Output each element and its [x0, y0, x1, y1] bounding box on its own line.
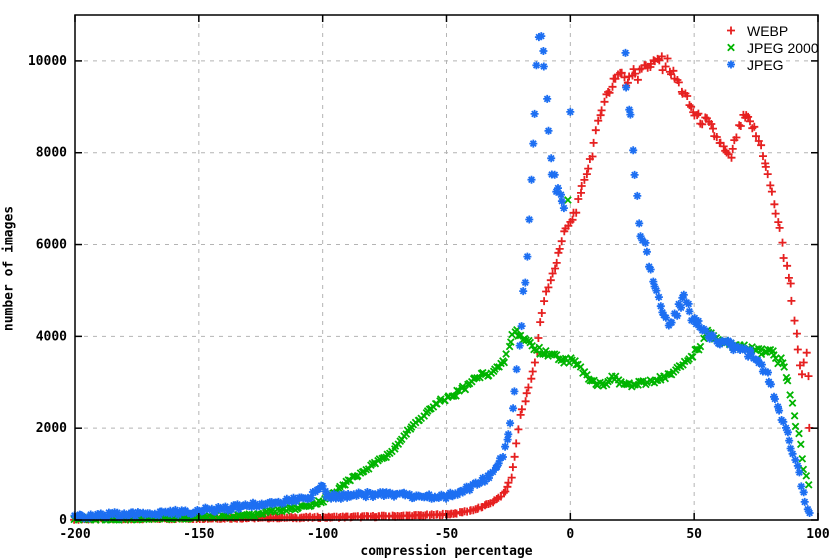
series-jpeg	[69, 31, 815, 524]
svg-text:50: 50	[686, 527, 702, 542]
svg-text:10000: 10000	[28, 54, 67, 69]
legend-entry-webp: WEBP	[719, 22, 819, 39]
legend-label-jpeg2000: JPEG 2000	[747, 39, 819, 56]
svg-text:0: 0	[59, 513, 67, 528]
svg-text:2000: 2000	[36, 421, 67, 436]
svg-text:4000: 4000	[36, 329, 67, 344]
series-jpeg-2000	[70, 195, 813, 525]
svg-text:-100: -100	[307, 527, 338, 542]
svg-text:0: 0	[566, 527, 574, 542]
series-webp	[69, 51, 815, 525]
legend-label-webp: WEBP	[747, 22, 789, 39]
svg-text:-50: -50	[435, 527, 459, 542]
svg-text:8000: 8000	[36, 146, 67, 161]
jpeg2000-cross-marker-icon	[726, 43, 736, 52]
jpeg-star-marker-icon	[726, 59, 736, 70]
x-axis-title: compression percentage	[360, 544, 533, 559]
legend-entry-jpeg: JPEG	[719, 56, 819, 73]
svg-text:-150: -150	[183, 527, 214, 542]
legend-entry-jpeg2000: JPEG 2000	[719, 39, 819, 56]
svg-text:100: 100	[806, 527, 830, 542]
y-axis-title: number of images	[1, 205, 17, 332]
legend-label-jpeg: JPEG	[747, 56, 784, 73]
svg-text:-200: -200	[59, 527, 90, 542]
svg-text:6000: 6000	[36, 238, 67, 253]
legend: WEBP JPEG 2000 JPEG	[719, 22, 819, 73]
webp-plus-marker-icon	[726, 25, 736, 36]
